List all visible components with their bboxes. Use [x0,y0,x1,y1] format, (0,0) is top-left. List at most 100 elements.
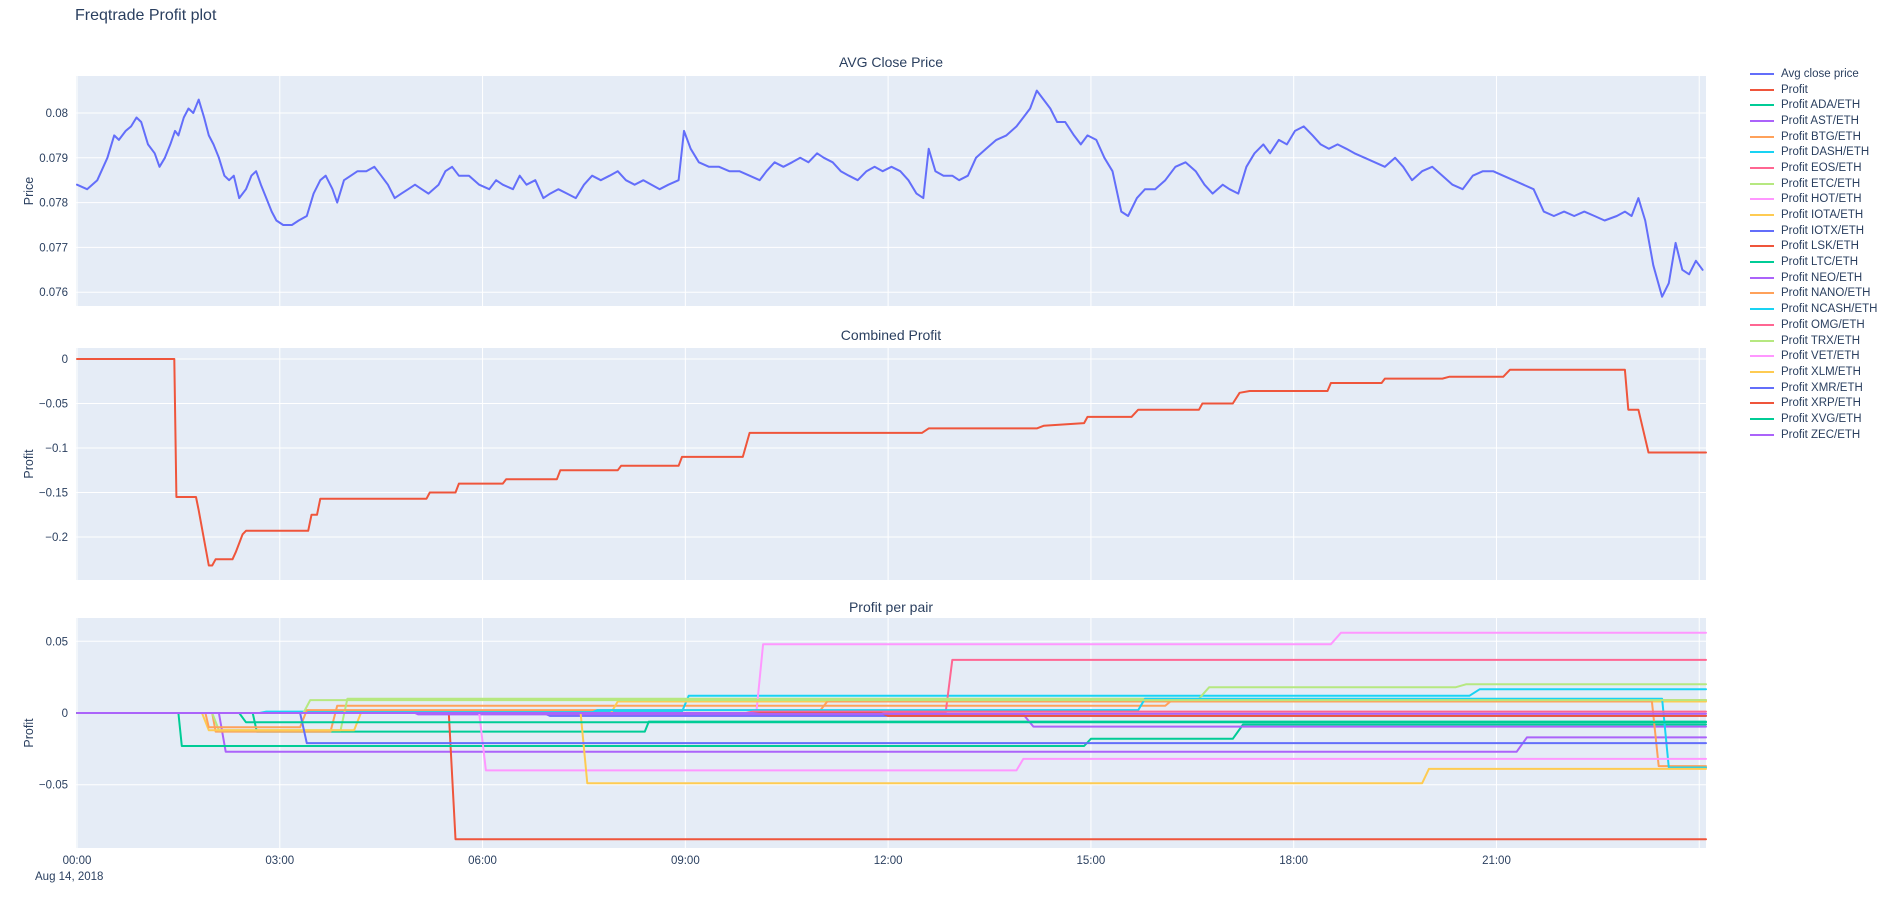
series-line-profit-nano-eth[interactable] [76,700,1707,768]
y-axis-title-combined-profit: Profit [22,449,36,479]
plot-area-avg-close-price[interactable] [76,76,1706,306]
legend-line-swatch [1750,229,1774,232]
y-tick-label: 0 [62,354,68,366]
legend-line-swatch [1750,135,1774,138]
legend-line-swatch [1750,72,1774,75]
legend-item-profit-xlm-eth[interactable]: Profit XLM/ETH [1750,364,1878,380]
y-tick-label: 0.079 [39,153,68,165]
y-tick-label: 0.08 [46,108,68,120]
legend-item-profit-etc-eth[interactable]: Profit ETC/ETH [1750,176,1878,192]
legend-item-label: Profit TRX/ETH [1781,334,1861,347]
figure-title: Freqtrade Profit plot [75,7,217,24]
legend-item-label: Profit NEO/ETH [1781,271,1863,284]
x-tick-label: 03:00 [265,855,294,867]
y-tick-label: −0.05 [39,399,68,411]
legend-line-swatch [1750,151,1774,154]
legend-item-profit-iotx-eth[interactable]: Profit IOTX/ETH [1750,223,1878,239]
legend-item-profit-eos-eth[interactable]: Profit EOS/ETH [1750,160,1878,176]
legend-item-profit-omg-eth[interactable]: Profit OMG/ETH [1750,317,1878,333]
x-tick-label: 21:00 [1482,855,1511,867]
series-line-profit-zec-eth[interactable] [76,712,1707,715]
plot-area-combined-profit[interactable] [76,348,1706,580]
legend-item-profit-iota-eth[interactable]: Profit IOTA/ETH [1750,207,1878,223]
legend-line-swatch [1750,386,1774,389]
x-tick-label: 15:00 [1077,855,1106,867]
legend-item-label: Avg close price [1781,67,1859,80]
series-line-avg-close-price[interactable] [76,89,1704,298]
legend-line-swatch [1750,355,1774,358]
panel-combined-profit: 0 −0.05 −0.1 −0.15 −0.2 Profit [22,348,1707,580]
y-tick-label: 0.078 [39,198,68,210]
legend-line-swatch [1750,198,1774,201]
legend-line-swatch [1750,276,1774,279]
x-axis-date-label: Aug 14, 2018 [35,871,104,883]
legend-line-swatch [1750,323,1774,326]
legend-item-profit-ada-eth[interactable]: Profit ADA/ETH [1750,97,1878,113]
legend-item-label: Profit NANO/ETH [1781,287,1871,300]
y-tick-label: 0.05 [46,636,68,648]
legend-item-profit-neo-eth[interactable]: Profit NEO/ETH [1750,270,1878,286]
legend-line-swatch [1750,104,1774,107]
legend-item-profit-hot-eth[interactable]: Profit HOT/ETH [1750,192,1878,208]
legend-line-swatch [1750,182,1774,185]
legend-item-profit-dash-eth[interactable]: Profit DASH/ETH [1750,144,1878,160]
legend-line-swatch [1750,88,1774,91]
legend-line-swatch [1750,370,1774,373]
legend-item-label: Profit XLM/ETH [1781,365,1861,378]
legend-item-label: Profit XRP/ETH [1781,397,1861,410]
legend-item-profit-xrp-eth[interactable]: Profit XRP/ETH [1750,395,1878,411]
y-axis-title-profit-per-pair: Profit [22,718,36,748]
legend-item-profit-ltc-eth[interactable]: Profit LTC/ETH [1750,254,1878,270]
subplot-title-profit-per-pair: Profit per pair [848,599,934,615]
legend-item-label: Profit ZEC/ETH [1781,428,1861,441]
series-line-profit-etc-eth[interactable] [76,683,1707,732]
x-tick-label: 06:00 [468,855,497,867]
legend-item-profit-zec-eth[interactable]: Profit ZEC/ETH [1750,427,1878,443]
legend-line-swatch [1750,214,1774,217]
legend-item-profit-nano-eth[interactable]: Profit NANO/ETH [1750,286,1878,302]
y-tick-label: −0.2 [45,532,68,544]
x-tick-label: 00:00 [63,855,92,867]
legend-line-swatch [1750,433,1774,436]
legend-item-profit-xmr-eth[interactable]: Profit XMR/ETH [1750,380,1878,396]
legend-item-label: Profit IOTX/ETH [1781,224,1865,237]
legend-item-label: Profit VET/ETH [1781,350,1860,363]
legend-item-label: Profit OMG/ETH [1781,318,1865,331]
legend: Avg close price Profit Profit ADA/ETH Profi… [1750,66,1878,443]
legend-line-swatch [1750,261,1774,264]
y-tick-label: 0 [62,708,68,720]
plot-area-profit-per-pair[interactable] [76,618,1706,848]
y-tick-label: −0.1 [45,443,68,455]
y-tick-label: −0.15 [39,488,68,500]
legend-item-profit[interactable]: Profit [1750,82,1878,98]
x-tick-label: 09:00 [671,855,700,867]
legend-item-profit-trx-eth[interactable]: Profit TRX/ETH [1750,333,1878,349]
legend-item-label: Profit HOT/ETH [1781,193,1862,206]
legend-item-label: Profit LTC/ETH [1781,256,1859,269]
legend-item-label: Profit IOTA/ETH [1781,209,1864,222]
legend-line-swatch [1750,417,1774,420]
legend-item-label: Profit ADA/ETH [1781,99,1861,112]
legend-item-profit-lsk-eth[interactable]: Profit LSK/ETH [1750,239,1878,255]
legend-line-swatch [1750,308,1774,311]
series-line-profit[interactable] [76,358,1707,567]
legend-item-profit-vet-eth[interactable]: Profit VET/ETH [1750,348,1878,364]
y-tick-label: 0.077 [39,242,68,254]
x-tick-label: 18:00 [1279,855,1308,867]
legend-item-profit-ast-eth[interactable]: Profit AST/ETH [1750,113,1878,129]
y-axis-title-avg-close-price: Price [22,177,36,206]
legend-item-profit-btg-eth[interactable]: Profit BTG/ETH [1750,129,1878,145]
panel-avg-close-price: 0.08 0.079 0.078 0.077 0.076 Price [22,76,1706,306]
legend-item-avg-close-price[interactable]: Avg close price [1750,66,1878,82]
legend-item-profit-ncash-eth[interactable]: Profit NCASH/ETH [1750,301,1878,317]
legend-item-label: Profit XMR/ETH [1781,381,1863,394]
legend-item-label: Profit EOS/ETH [1781,161,1862,174]
legend-item-label: Profit BTG/ETH [1781,130,1861,143]
legend-item-label: Profit [1781,83,1808,96]
legend-item-label: Profit LSK/ETH [1781,240,1859,253]
panel-profit-per-pair: 0.05 0 −0.05 Profit [22,618,1707,848]
legend-item-profit-xvg-eth[interactable]: Profit XVG/ETH [1750,411,1878,427]
legend-item-label: Profit ETC/ETH [1781,177,1861,190]
